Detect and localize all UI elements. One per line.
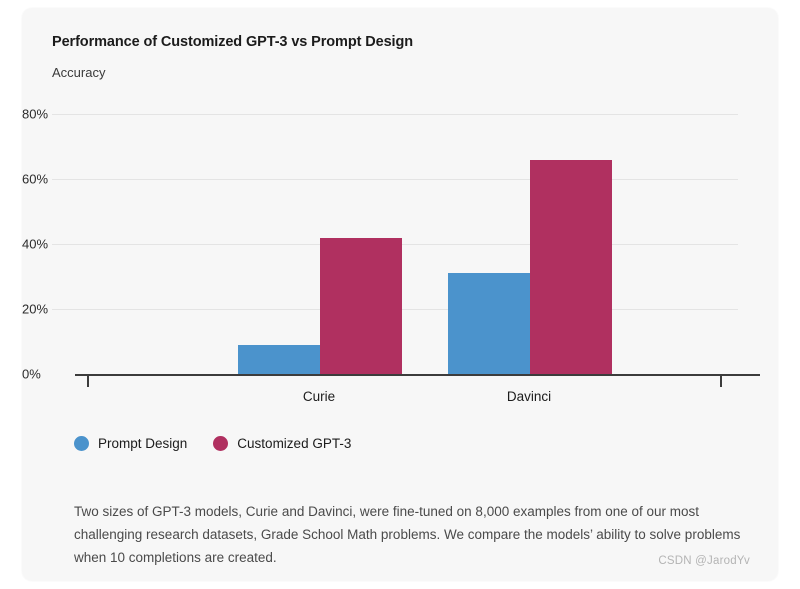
y-axis-tick-label: 0% [22,366,41,382]
legend-swatch-icon [74,436,89,451]
legend-item-prompt-design[interactable]: Prompt Design [74,436,187,451]
legend-swatch-icon [213,436,229,451]
bar-curie-customized-gpt-3[interactable] [320,237,402,374]
chart-caption: Two sizes of GPT-3 models, Curie and Dav… [74,504,741,565]
legend-label: Prompt Design [98,436,188,451]
legend-item-customized-gpt-3[interactable]: Customized GPT-3 [213,436,351,451]
x-axis-label-davinci: Davinci [506,389,552,404]
y-axis-tick-label: 80% [22,106,49,122]
x-axis-label-curie: Curie [302,389,336,404]
chart-title: Performance of Customized GPT-3 vs Promp… [52,34,413,50]
x-axis-tick [720,376,722,387]
bars-layer [22,8,800,374]
legend-label: Customized GPT-3 [237,436,352,451]
y-axis-title: Accuracy [52,65,106,80]
x-axis-tick [87,376,89,387]
gridline [52,114,738,115]
y-axis-tick-label: 40% [22,236,49,252]
bar-davinci-customized-gpt-3[interactable] [530,159,612,374]
gridline [52,179,738,180]
y-axis-tick-label: 60% [22,171,49,187]
y-axis-tick-label: 20% [22,301,49,317]
x-axis-line [75,374,760,376]
watermark: CSDN @JarodYv [658,555,750,567]
bar-curie-prompt-design[interactable] [238,344,320,374]
chart-card: Performance of Customized GPT-3 vs Promp… [22,8,778,581]
chart-legend: Prompt Design Customized GPT-3 [74,436,351,451]
bar-davinci-prompt-design[interactable] [448,273,530,374]
